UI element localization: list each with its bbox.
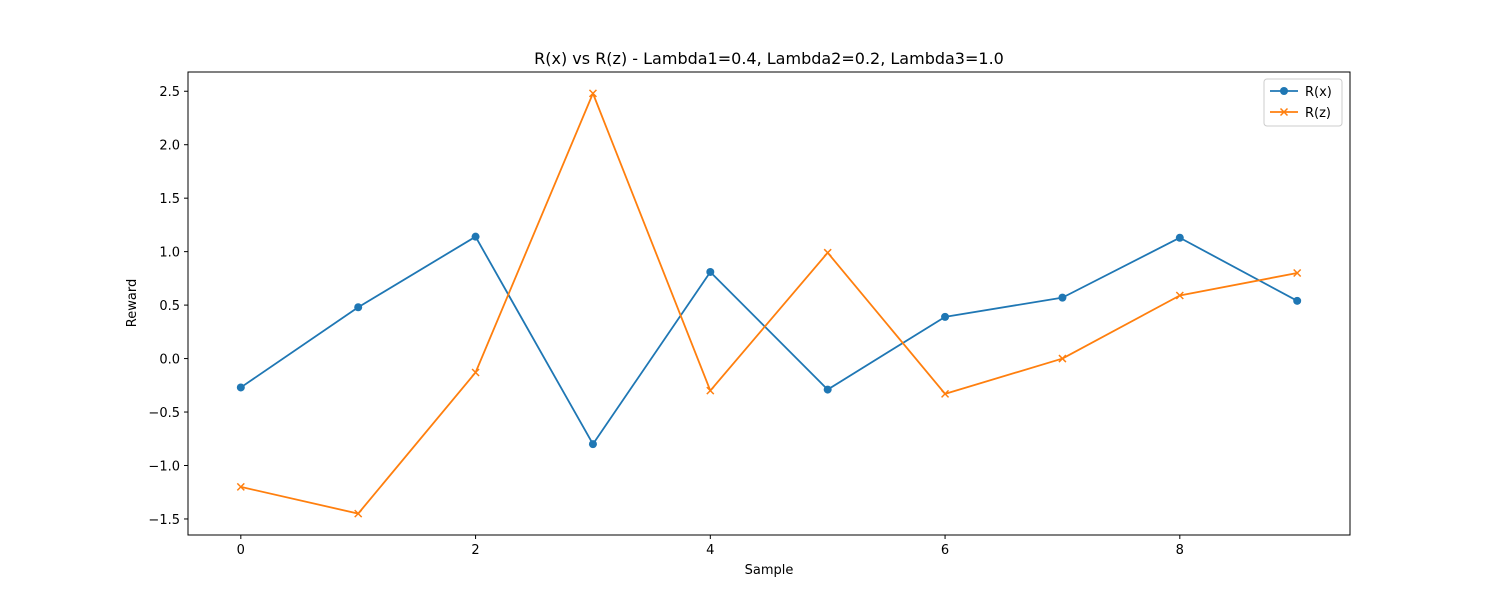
data-point [471,368,480,377]
x-tick-label: 6 [941,543,949,558]
data-point [706,386,715,395]
x-tick-label: 2 [471,543,479,558]
y-tick-label: −1.0 [148,459,180,474]
y-tick-label: 1.0 [159,246,180,261]
legend-label: R(x) [1305,85,1332,100]
chart-title: R(x) vs R(z) - Lambda1=0.4, Lambda2=0.2,… [534,49,1004,68]
data-point [1293,268,1302,278]
data-point [1175,291,1184,300]
y-tick-label: 2.5 [159,85,180,100]
data-point [236,482,245,491]
y-tick-label: 0.0 [159,353,180,368]
series-line-0 [240,235,1298,446]
axes-frame [187,71,1351,536]
legend-label: R(z) [1305,106,1331,121]
data-point [1058,293,1067,302]
legend-marker [1280,87,1288,95]
legend-marker [1279,107,1289,117]
data-point [823,248,832,257]
y-tick-label: 1.5 [159,192,180,207]
x-tick-label: 8 [1176,543,1184,558]
y-tick-label: −0.5 [148,406,180,421]
data-point [941,389,950,398]
data-point [1058,354,1067,363]
data-point [823,385,832,394]
x-tick-label: 4 [706,543,714,558]
data-point [588,89,597,98]
y-tick-label: 2.0 [159,139,180,154]
data-point [1293,296,1302,305]
y-axis-label: Reward [125,279,140,327]
data-point [236,383,245,392]
plot-area: 0 2 4 6 8 −1.5 −1.0 −0.5 0.0 0.5 1.0 1.5 2.0 2.5 [148,71,1351,558]
series-line-1 [240,92,1298,515]
y-tick-label: −1.5 [148,513,180,528]
data-point [471,232,480,241]
y-tick-label: 0.5 [159,299,180,314]
data-point [354,303,363,312]
data-point [1175,233,1184,242]
data-point [354,509,363,518]
data-point [588,440,597,449]
legend: R(x) R(z) [1263,78,1343,127]
x-axis-label: Sample [745,563,794,578]
x-tick-label: 0 [237,543,245,558]
data-point [706,267,715,276]
data-point [941,312,950,321]
